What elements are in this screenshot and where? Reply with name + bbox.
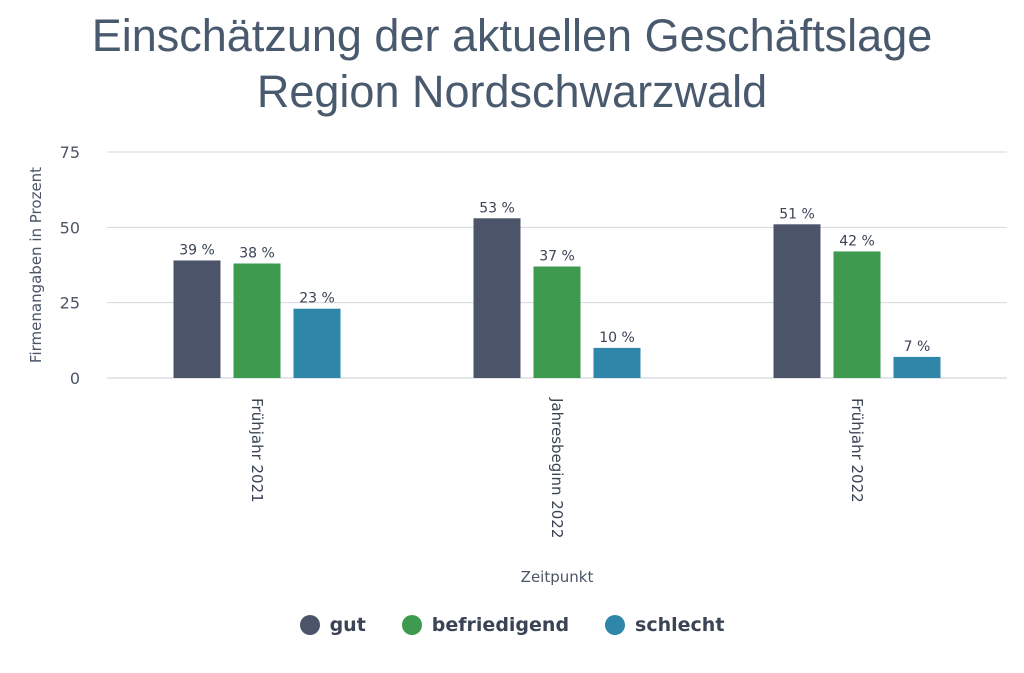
bar-gut-2 bbox=[773, 224, 821, 378]
bar-gut-1 bbox=[473, 218, 521, 378]
chart-title-line: Einschätzung der aktuellen Geschäftslage bbox=[91, 10, 933, 61]
data-label: 53 % bbox=[479, 200, 515, 216]
legend-item-gut[interactable]: gut bbox=[299, 614, 366, 636]
legend-item-schlecht[interactable]: schlecht bbox=[605, 614, 724, 636]
legend: gut befriedigend schlecht bbox=[0, 614, 1024, 636]
chart-title: Einschätzung der aktuellen Geschäftslage… bbox=[0, 8, 1024, 120]
data-label: 39 % bbox=[179, 242, 215, 258]
chart-subtitle-line: Region Nordschwarzwald bbox=[256, 66, 768, 117]
x-tick-label: Frühjahr 2021 bbox=[248, 398, 266, 503]
legend-label-befriedigend: befriedigend bbox=[431, 614, 570, 636]
data-label: 10 % bbox=[599, 330, 635, 346]
bar-befriedigend-1 bbox=[533, 266, 581, 378]
y-tick-label: 25 bbox=[60, 294, 80, 313]
legend-label-schlecht: schlecht bbox=[635, 614, 725, 636]
bar-befriedigend-0 bbox=[233, 263, 281, 378]
data-label: 37 % bbox=[539, 249, 575, 265]
bar-schlecht-1 bbox=[593, 347, 641, 378]
bar-schlecht-0 bbox=[293, 308, 341, 378]
x-axis-label: Zeitpunkt bbox=[521, 568, 594, 586]
bar-chart: 0 25 50 75 Firmenangaben in Prozent 39 % 38 % 2… bbox=[27, 143, 1007, 586]
legend-swatch-gut bbox=[299, 615, 320, 635]
data-label: 23 % bbox=[299, 291, 335, 307]
legend-item-befriedigend[interactable]: befriedigend bbox=[401, 614, 570, 636]
data-label: 51 % bbox=[779, 206, 815, 222]
legend-label-gut: gut bbox=[329, 614, 366, 636]
bar-gut-0 bbox=[173, 260, 221, 378]
legend-swatch-schlecht bbox=[605, 615, 626, 635]
y-axis-label: Firmenangaben in Prozent bbox=[27, 167, 45, 363]
legend-swatch-befriedigend bbox=[401, 615, 422, 635]
y-tick-label: 75 bbox=[60, 143, 80, 162]
x-tick-label: Jahresbeginn 2022 bbox=[548, 397, 566, 538]
bar-schlecht-2 bbox=[893, 356, 941, 378]
data-label: 38 % bbox=[239, 245, 275, 261]
bar-befriedigend-2 bbox=[833, 251, 881, 378]
y-tick-label: 50 bbox=[60, 218, 80, 237]
x-tick-label: Frühjahr 2022 bbox=[848, 398, 866, 503]
data-label: 7 % bbox=[904, 339, 931, 355]
y-tick-label: 0 bbox=[70, 369, 80, 388]
data-label: 42 % bbox=[839, 233, 875, 249]
